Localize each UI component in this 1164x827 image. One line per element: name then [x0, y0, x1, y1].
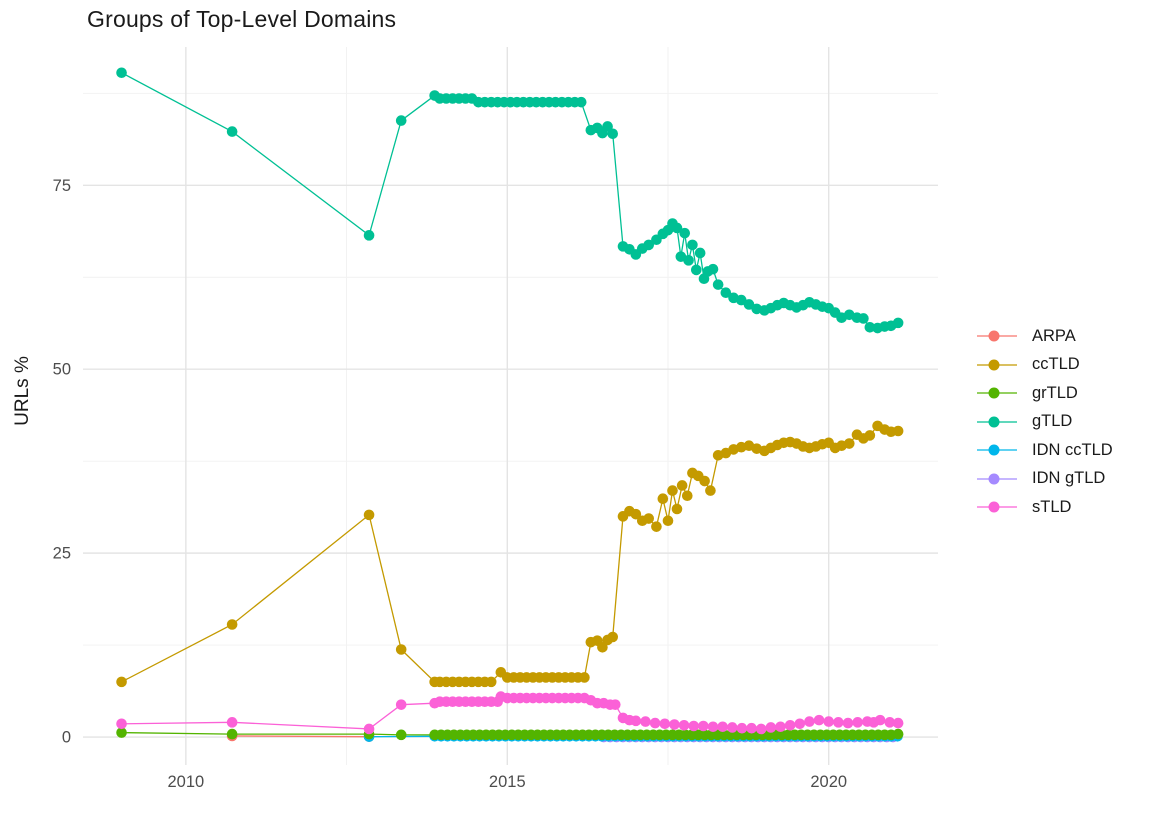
- x-tick-label: 2015: [489, 773, 526, 791]
- y-tick-label: 0: [62, 729, 71, 747]
- series-cctld: [116, 420, 904, 688]
- y-tick-label: 25: [53, 545, 71, 563]
- legend-item-gtld: gTLD: [977, 408, 1113, 437]
- legend-key-icon: [977, 359, 1017, 371]
- legend-label: gTLD: [1032, 412, 1073, 431]
- series-arpa: [226, 730, 375, 742]
- legend-item-idn-cctld: IDN ccTLD: [977, 436, 1113, 465]
- series-grtld: [116, 727, 904, 741]
- legend-label: sTLD: [1032, 497, 1072, 516]
- legend-item-cctld: ccTLD: [977, 351, 1113, 380]
- legend-label: IDN ccTLD: [1032, 440, 1113, 459]
- legend-key-icon: [977, 330, 1017, 342]
- legend-label: grTLD: [1032, 383, 1078, 402]
- legend-label: ARPA: [1032, 326, 1076, 345]
- x-tick-label: 2010: [167, 773, 204, 791]
- legend-key-icon: [977, 473, 1017, 485]
- legend-item-stld: sTLD: [977, 493, 1113, 522]
- y-tick-label: 50: [53, 361, 71, 379]
- legend-item-grtld: grTLD: [977, 379, 1113, 408]
- series-gtld: [116, 67, 904, 334]
- y-tick-label: 75: [53, 177, 71, 195]
- legend-key-icon: [977, 387, 1017, 399]
- legend-item-idn-gtld: IDN gTLD: [977, 465, 1113, 494]
- legend-label: ccTLD: [1032, 355, 1080, 374]
- legend: ARPA ccTLD grTLD gTLD IDN ccTLD IDN gTLD sTLD: [977, 322, 1113, 522]
- legend-key-icon: [977, 416, 1017, 428]
- series-stld: [116, 691, 904, 735]
- chart-title: Groups of Top-Level Domains: [87, 6, 397, 32]
- legend-item-arpa: ARPA: [977, 322, 1113, 351]
- legend-key-icon: [977, 444, 1017, 456]
- legend-label: IDN gTLD: [1032, 469, 1106, 488]
- legend-key-icon: [977, 501, 1017, 513]
- x-tick-label: 2020: [810, 773, 847, 791]
